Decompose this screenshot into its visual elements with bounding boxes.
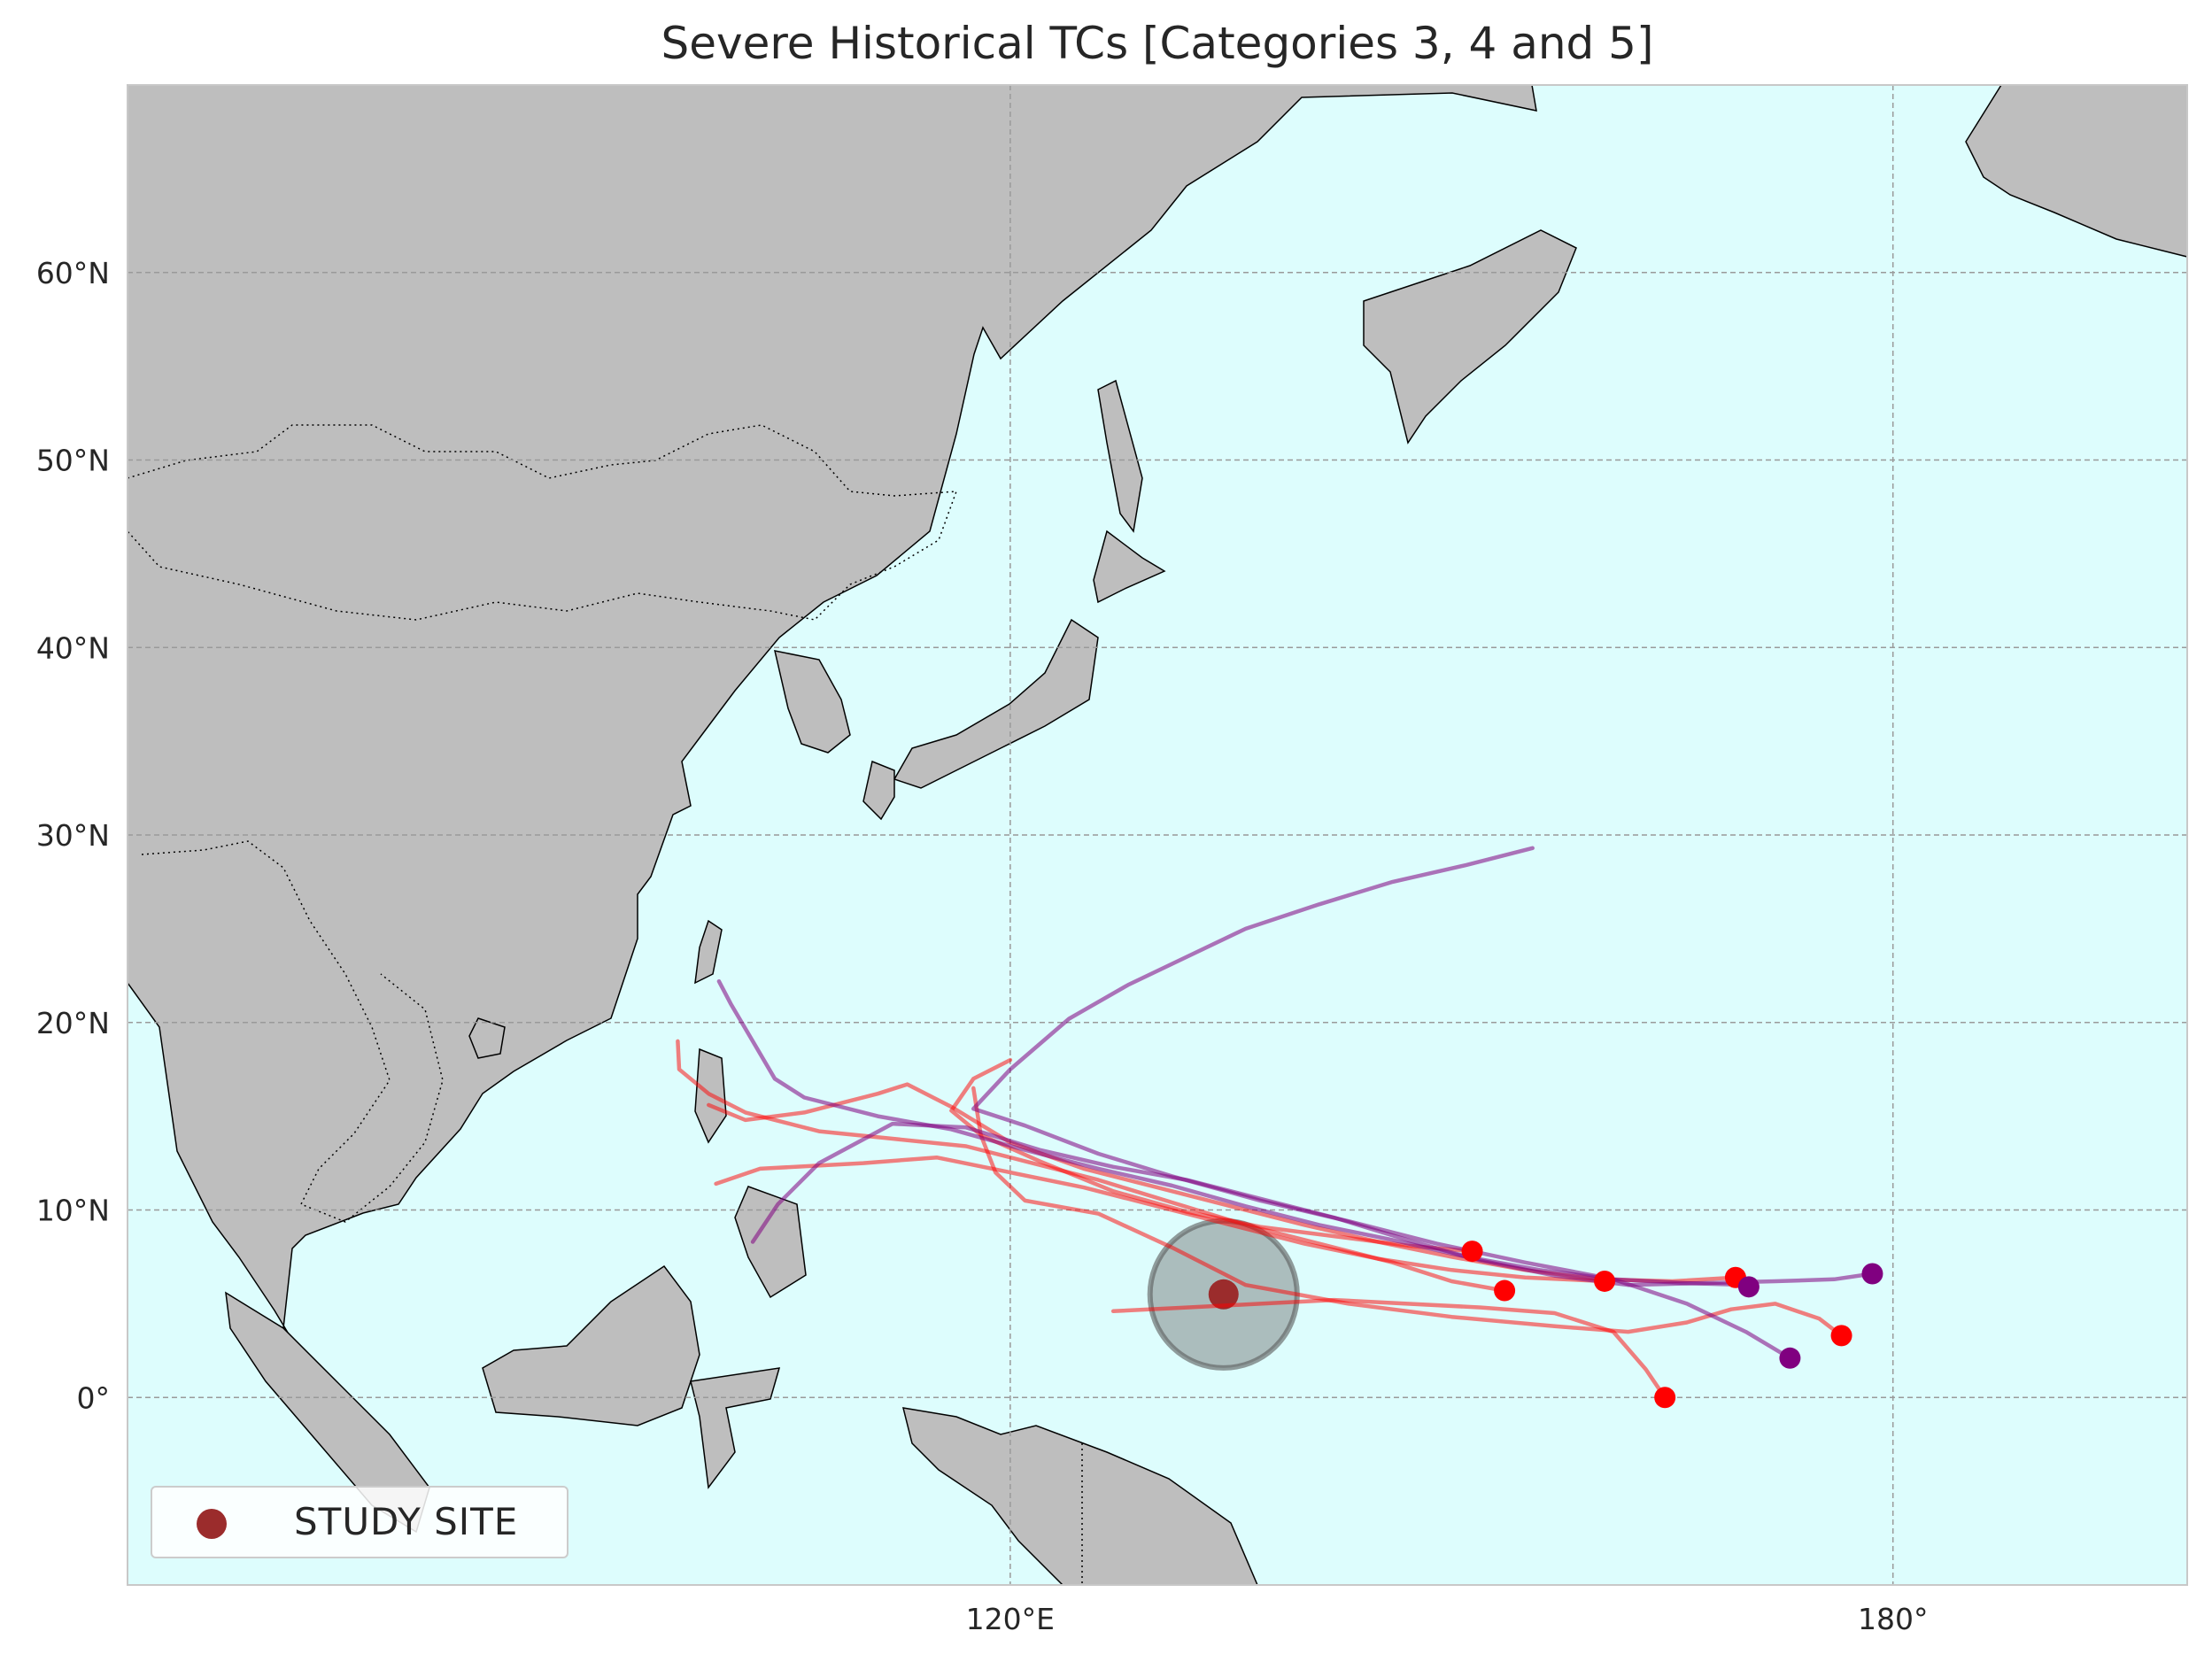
map-frame xyxy=(127,84,2188,1586)
lon-tick-label: 180° xyxy=(1858,1602,1929,1636)
cyclone-track xyxy=(716,978,1752,1287)
korea xyxy=(774,650,851,754)
landmasses xyxy=(127,84,2188,1586)
study-site xyxy=(1147,1218,1300,1371)
track-origin-marker xyxy=(1861,1263,1883,1285)
track-origin-marker xyxy=(1779,1347,1801,1369)
cyclone-end-markers xyxy=(1461,1241,1883,1409)
lat-tick-label: 0° xyxy=(77,1380,111,1415)
lat-tick-label: 40°N xyxy=(36,630,110,665)
lon-tick-label: 120°E xyxy=(966,1602,1055,1636)
hainan xyxy=(468,1017,506,1059)
philippines-mindanao xyxy=(734,1186,807,1299)
kyushu xyxy=(862,760,895,821)
cyclone-track xyxy=(676,1039,1507,1293)
track-origin-marker xyxy=(1594,1270,1616,1292)
legend-label: STUDY SITE xyxy=(294,1500,519,1543)
map-title: Severe Historical TCs [Categories 3, 4 a… xyxy=(661,18,1654,69)
study-site-marker xyxy=(1208,1279,1239,1310)
lat-tick-label: 20°N xyxy=(36,1006,110,1040)
gridlines xyxy=(128,85,2187,1585)
borneo xyxy=(482,1264,700,1426)
tick-labels: 0° 10°N 20°N 30°N 40°N 50°N 60°N 120°E 180° xyxy=(36,256,1929,1636)
honshu xyxy=(893,618,1099,789)
lat-tick-label: 50°N xyxy=(36,444,110,478)
cyclone-track xyxy=(971,1086,1844,1338)
sakhalin xyxy=(1097,379,1143,533)
cyclone-track xyxy=(714,1155,1607,1284)
cyclone-tracks xyxy=(676,846,1875,1400)
track-origin-marker xyxy=(1654,1387,1676,1409)
cyclone-track xyxy=(971,846,1792,1361)
study-site-legend-marker xyxy=(197,1509,227,1539)
track-origin-marker xyxy=(1737,1276,1760,1298)
new-guinea xyxy=(901,1407,1259,1586)
cyclone-track xyxy=(949,1057,1474,1254)
lat-tick-label: 10°N xyxy=(36,1194,110,1228)
mongolia-border xyxy=(127,424,958,621)
track-origin-marker xyxy=(1494,1279,1516,1302)
lat-tick-label: 30°N xyxy=(36,818,110,853)
track-origin-marker xyxy=(1461,1241,1483,1263)
lat-tick-label: 60°N xyxy=(36,256,110,290)
legend: STUDY SITE xyxy=(151,1486,568,1558)
cyclone-track xyxy=(1110,1297,1667,1400)
kamchatka xyxy=(1363,229,1577,444)
track-origin-marker xyxy=(1830,1325,1852,1347)
taiwan xyxy=(694,919,723,985)
hokkaido xyxy=(1093,530,1166,604)
country-borders xyxy=(127,424,1083,1585)
